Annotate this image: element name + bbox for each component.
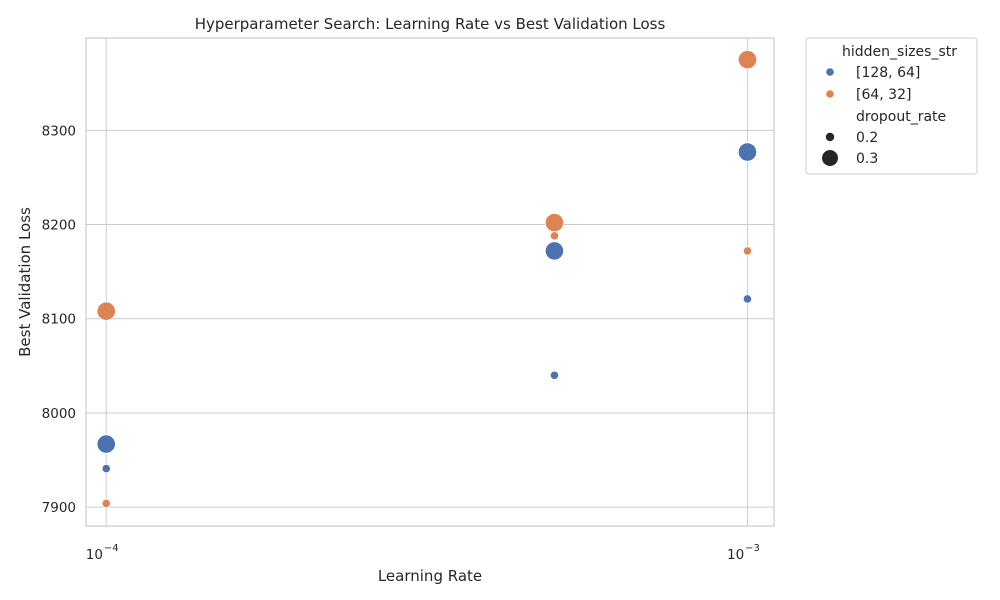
y-tick-8300: 8300 <box>42 123 76 139</box>
legend-marker-64-32 <box>826 90 834 98</box>
plot-frame <box>85 37 775 527</box>
legend-label-dropout-0-3: 0.3 <box>856 151 878 167</box>
legend-label-dropout-0-2: 0.2 <box>856 130 878 146</box>
grid <box>86 38 774 526</box>
legend: hidden_sizes_str [128, 64] [64, 32] drop… <box>805 37 978 175</box>
y-tick-8000: 8000 <box>42 406 76 422</box>
data-point-7 <box>549 231 560 241</box>
legend-label-64-32: [64, 32] <box>856 87 911 103</box>
y-axis-label: Best Validation Loss <box>16 207 34 357</box>
chart-title: Hyperparameter Search: Learning Rate vs … <box>195 15 666 33</box>
data-point-9 <box>742 294 753 304</box>
y-tick-8200: 8200 <box>42 218 76 234</box>
x-axis-label: Learning Rate <box>378 567 482 585</box>
y-tick-labels: 7900 8000 8100 8200 8300 <box>42 123 76 516</box>
legend-marker-128-64 <box>826 68 834 76</box>
data-point-6 <box>544 213 565 233</box>
data-point-3 <box>101 498 111 508</box>
legend-size-title: dropout_rate <box>856 109 946 125</box>
data-point-10 <box>737 50 758 70</box>
legend-label-128-64: [128, 64] <box>856 65 920 81</box>
data-point-5 <box>549 370 560 380</box>
x-tick-exponent-0: −4 <box>104 543 119 554</box>
legend-hue-title: hidden_sizes_str <box>842 44 957 60</box>
data-point-1 <box>101 463 111 474</box>
legend-frame <box>805 37 978 175</box>
data-point-2 <box>96 301 116 321</box>
data-point-0 <box>96 434 116 454</box>
legend-marker-dropout-0-2 <box>825 132 835 142</box>
x-tick-exponent-1: −3 <box>745 543 760 554</box>
data-point-4 <box>544 241 565 261</box>
y-tick-8100: 8100 <box>42 312 76 328</box>
data-point-11 <box>742 246 753 256</box>
legend-marker-dropout-0-3 <box>822 150 838 166</box>
y-tick-7900: 7900 <box>42 500 76 516</box>
data-point-8 <box>737 142 758 162</box>
data-points <box>96 50 758 508</box>
